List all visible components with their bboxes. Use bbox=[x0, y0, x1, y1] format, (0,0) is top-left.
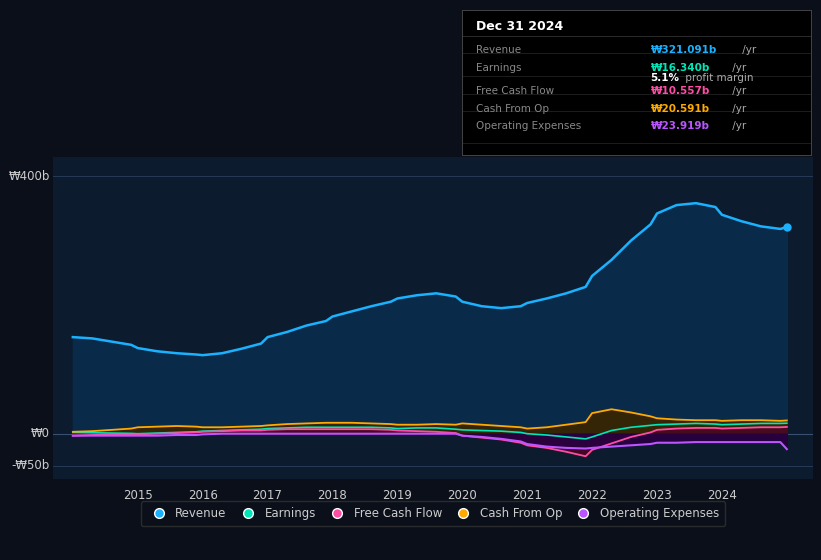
Text: ₩400b: ₩400b bbox=[8, 170, 49, 183]
Text: Dec 31 2024: Dec 31 2024 bbox=[476, 20, 563, 32]
Legend: Revenue, Earnings, Free Cash Flow, Cash From Op, Operating Expenses: Revenue, Earnings, Free Cash Flow, Cash … bbox=[141, 501, 725, 526]
Text: ₩321.091b: ₩321.091b bbox=[651, 45, 717, 55]
Text: /yr: /yr bbox=[729, 104, 746, 114]
Text: Cash From Op: Cash From Op bbox=[476, 104, 549, 114]
Text: /yr: /yr bbox=[729, 63, 746, 73]
Text: -₩50b: -₩50b bbox=[11, 459, 49, 473]
Text: ₩16.340b: ₩16.340b bbox=[651, 63, 710, 73]
Text: Free Cash Flow: Free Cash Flow bbox=[476, 86, 554, 96]
Text: ₩10.557b: ₩10.557b bbox=[651, 86, 710, 96]
Text: /yr: /yr bbox=[729, 121, 746, 131]
Text: ₩20.591b: ₩20.591b bbox=[651, 104, 710, 114]
Text: 5.1%: 5.1% bbox=[651, 73, 680, 83]
Text: /yr: /yr bbox=[729, 86, 746, 96]
Text: Revenue: Revenue bbox=[476, 45, 521, 55]
Text: ₩0: ₩0 bbox=[30, 427, 49, 440]
Text: Operating Expenses: Operating Expenses bbox=[476, 121, 581, 131]
Text: Earnings: Earnings bbox=[476, 63, 521, 73]
Text: ₩23.919b: ₩23.919b bbox=[651, 121, 709, 131]
Text: profit margin: profit margin bbox=[682, 73, 754, 83]
Text: /yr: /yr bbox=[739, 45, 756, 55]
